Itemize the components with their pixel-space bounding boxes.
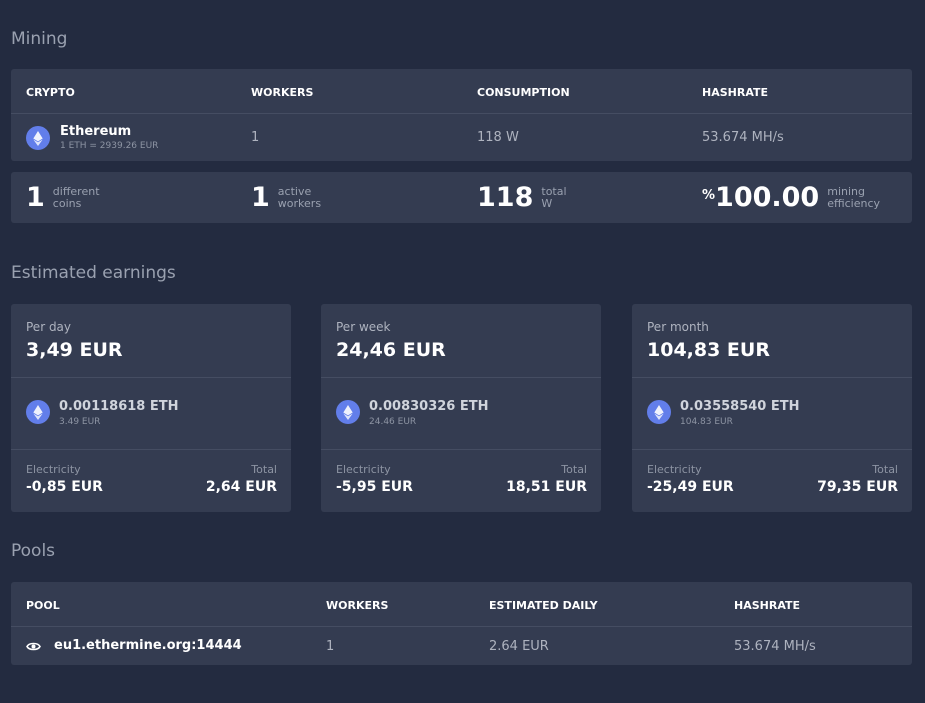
earnings-card-per-day: Per day 3,49 EUR 0.00118618 ETH 3.49 EUR… — [11, 304, 291, 512]
pools-table: POOL WORKERS ESTIMATED DAILY HASHRATE eu… — [11, 582, 912, 665]
pool-daily: 2.64 EUR — [489, 639, 549, 654]
mining-title: Mining — [11, 29, 68, 49]
consumption-value: 118 W — [477, 130, 519, 145]
ethereum-icon — [26, 126, 50, 150]
mining-stats: 1 different coins 1 active workers 118 total W… — [11, 172, 912, 223]
col-consumption: CONSUMPTION — [477, 86, 570, 99]
stat-consumption: 118 total W — [477, 182, 567, 213]
electricity-label: Electricity — [647, 463, 702, 476]
period-value: 24,46 EUR — [336, 339, 446, 361]
electricity-value: -0,85 EUR — [26, 479, 103, 495]
crypto-eur: 3.49 EUR — [59, 417, 101, 427]
pool-hashrate: 53.674 MH/s — [734, 639, 816, 654]
eye-icon[interactable] — [26, 641, 41, 652]
stat-efficiency: % 100.00 mining efficiency — [702, 182, 881, 213]
electricity-label: Electricity — [26, 463, 81, 476]
crypto-eur: 104.83 EUR — [680, 417, 733, 427]
earnings-card-per-week: Per week 24,46 EUR 0.00830326 ETH 24.46 … — [321, 304, 601, 512]
pool-name[interactable]: eu1.ethermine.org:14444 — [54, 638, 242, 653]
period-value: 104,83 EUR — [647, 339, 770, 361]
total-value: 2,64 EUR — [205, 479, 277, 495]
electricity-value: -5,95 EUR — [336, 479, 413, 495]
col-crypto: CRYPTO — [26, 86, 75, 99]
period-label: Per day — [26, 320, 72, 334]
stat-workers: 1 active workers — [251, 182, 322, 213]
col-estimated-daily: ESTIMATED DAILY — [489, 599, 598, 612]
crypto-amount: 0.00118618 ETH — [59, 399, 179, 414]
total-label: Total — [251, 463, 277, 476]
ethereum-icon — [26, 400, 50, 424]
earnings-title: Estimated earnings — [11, 263, 176, 283]
col-hashrate: HASHRATE — [702, 86, 768, 99]
crypto-eur: 24.46 EUR — [369, 417, 417, 427]
workers-value: 1 — [251, 130, 260, 145]
ethereum-icon — [336, 400, 360, 424]
hashrate-value: 53.674 MH/s — [702, 130, 784, 145]
coin-rate: 1 ETH = 2939.26 EUR — [60, 141, 159, 151]
col-workers: WORKERS — [251, 86, 314, 99]
period-value: 3,49 EUR — [26, 339, 123, 361]
period-label: Per month — [647, 320, 709, 334]
period-label: Per week — [336, 320, 391, 334]
total-label: Total — [872, 463, 898, 476]
col-hashrate: HASHRATE — [734, 599, 800, 612]
crypto-amount: 0.00830326 ETH — [369, 399, 489, 414]
electricity-value: -25,49 EUR — [647, 479, 734, 495]
earnings-card-per-month: Per month 104,83 EUR 0.03558540 ETH 104.… — [632, 304, 912, 512]
total-value: 79,35 EUR — [817, 479, 898, 495]
coin-name: Ethereum — [60, 124, 132, 139]
col-workers: WORKERS — [326, 599, 389, 612]
pool-workers: 1 — [326, 639, 335, 654]
crypto-amount: 0.03558540 ETH — [680, 399, 800, 414]
col-pool: POOL — [26, 599, 60, 612]
electricity-label: Electricity — [336, 463, 391, 476]
ethereum-icon — [647, 400, 671, 424]
stat-coins: 1 different coins — [26, 182, 100, 213]
total-label: Total — [561, 463, 587, 476]
mining-table: CRYPTO WORKERS CONSUMPTION HASHRATE Ethe… — [11, 69, 912, 161]
total-value: 18,51 EUR — [506, 479, 587, 495]
pools-title: Pools — [11, 541, 56, 561]
